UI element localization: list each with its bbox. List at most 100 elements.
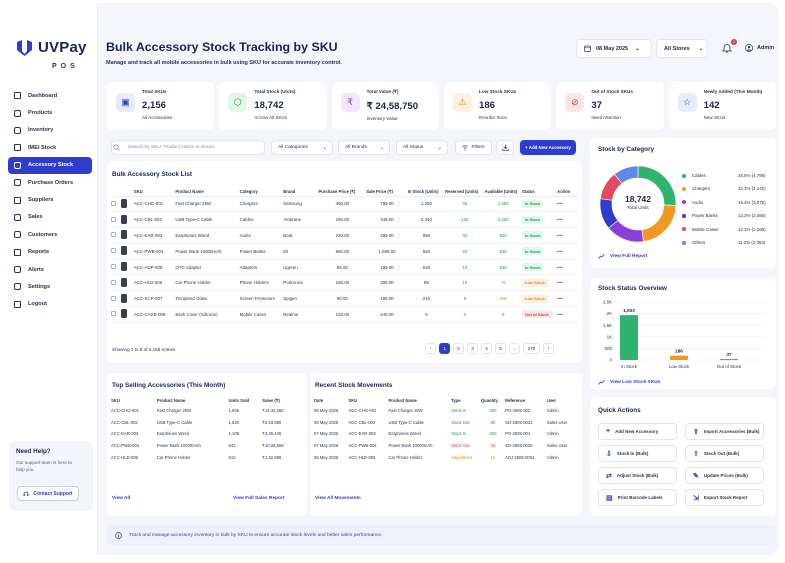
quick-action-adjust-stock-bulk[interactable]: ⇄ Adjust Stock (Bulk) [598, 467, 677, 484]
bell-icon[interactable] [722, 43, 732, 53]
bar-low-stock[interactable] [670, 355, 688, 360]
sidebar-item-label: Inventory [28, 127, 54, 134]
column-header[interactable]: Brand [283, 187, 319, 197]
column-header[interactable]: Action [557, 187, 578, 197]
table-cell: Spigen [283, 290, 319, 308]
table-row[interactable]: ACC-EAR-003 Earphones Wired Audio Boat 220.0… [111, 227, 578, 244]
category-filter[interactable]: All Categories ⌄ [271, 140, 333, 155]
column-header[interactable]: Category [239, 187, 284, 197]
status-filter[interactable]: All Status ⌄ [396, 140, 448, 155]
sidebar-item-customers[interactable]: Customers [8, 226, 92, 243]
row-checkbox[interactable] [111, 264, 116, 270]
column-header[interactable]: Sale Price (₹) [366, 187, 408, 197]
table-row[interactable]: ACC-CASE-008 Back Cover (Silicone) Mobile … [111, 306, 578, 323]
sidebar-item-imei-stock[interactable]: IMEI Stock [8, 139, 92, 156]
quick-action-stock-out-bulk[interactable]: ⇧ Stock Out (Bulk) [685, 445, 764, 462]
sidebar-item-suppliers[interactable]: Suppliers [8, 191, 92, 208]
contact-support-button[interactable]: Contact Support [17, 486, 79, 501]
more-actions-icon[interactable]: ••• [557, 264, 564, 270]
column-header[interactable]: Available (Units) [484, 187, 522, 197]
page-button[interactable]: 1 [439, 343, 450, 354]
donut-slice-others[interactable] [614, 165, 639, 185]
more-actions-icon[interactable]: ••• [557, 280, 564, 286]
row-checkbox[interactable] [111, 279, 116, 285]
search-input[interactable]: Search by SKU, Product Name or Brand [111, 140, 265, 155]
page-button[interactable]: 2 [453, 343, 464, 354]
table-row[interactable]: ACC-SCP-007 Tempered Glass Screen Protecto… [111, 290, 578, 308]
table-row[interactable]: 08 May 2025 ACC-CHG-001 Fast Charger 25W St… [314, 405, 576, 417]
page-button[interactable]: › [543, 343, 554, 354]
sidebar-item-accessory-stock[interactable]: Accessory Stock [8, 156, 92, 174]
sidebar-item-purchase-orders[interactable]: Purchase Orders [8, 174, 92, 191]
sidebar-item-sales[interactable]: Sales [8, 209, 92, 226]
filters-button[interactable]: Filters [455, 140, 492, 155]
view-all-link[interactable]: View All [112, 496, 131, 501]
quick-action-export-stock-report[interactable]: ⇲ Export Stock Report [685, 489, 764, 506]
table-row[interactable]: 07 May 2025 ACC-PWB-004 Power Bank 10000mA… [314, 440, 576, 452]
table-row[interactable]: ACC-ADP-005 OTG Adapter Adapters Ugreen 85.0… [111, 259, 578, 276]
column-header[interactable]: Reserved (Units) [445, 187, 485, 197]
more-actions-icon[interactable]: ••• [557, 311, 564, 317]
bar-in-stock[interactable] [620, 315, 638, 360]
table-row[interactable]: 06 May 2025 ACC-HLD-006 Car Phone Holder Ad… [314, 451, 576, 463]
table-row[interactable]: ACC-CHG-001 Fast Charger 25W Chargers Samsu… [111, 196, 578, 213]
table-row[interactable]: ACC-CHG-001 Fast Charger 25W 1,845 ₹14,35,2… [111, 405, 297, 417]
store-select[interactable]: All Stores ⌄ [656, 39, 708, 58]
column-header[interactable]: In Stock (Units) [407, 187, 446, 197]
donut-slice-chargers[interactable] [641, 204, 677, 242]
row-checkbox[interactable] [111, 311, 116, 317]
table-row[interactable]: ACC-HLD-006 Car Phone Holder Phone Holders… [111, 274, 578, 292]
quick-action-add-new-accessory[interactable]: + Add New Accessory [598, 423, 677, 440]
column-header[interactable]: Product Name [175, 187, 240, 197]
view-low-stock-link[interactable]: View Low Stock SKUs [598, 379, 660, 385]
table-row[interactable]: ACC-CBL-002 USB Type-C Cable Cables Ambrane… [111, 211, 578, 229]
more-actions-icon[interactable]: ••• [557, 232, 564, 238]
quick-action-update-prices-bulk[interactable]: ✎ Update Prices (Bulk) [685, 467, 764, 484]
page-button[interactable]: ... [509, 343, 520, 354]
row-checkbox[interactable] [111, 200, 116, 206]
table-row[interactable]: 07 May 2025 ACC-EAR-003 Earphones Wired Sto… [314, 428, 576, 440]
download-button[interactable] [496, 140, 514, 155]
quick-action-import-accessories-bulk[interactable]: ⇪ Import Accessories (Bulk) [685, 423, 764, 440]
page-button[interactable]: 5 [495, 343, 506, 354]
column-header[interactable]: SKU [133, 187, 176, 197]
row-checkbox[interactable] [111, 248, 116, 254]
sidebar-item-alerts[interactable]: Alerts [8, 261, 92, 278]
brand-filter[interactable]: All Brands ⌄ [338, 140, 390, 155]
column-header[interactable]: Status [521, 187, 558, 197]
sidebar-item-reports[interactable]: Reports [8, 244, 92, 261]
table-row[interactable]: ACC-CBL-002 USB Type-C Cable 1,620 ₹5,53,98… [111, 417, 297, 429]
sidebar-item-products[interactable]: Products [8, 104, 92, 121]
column-header[interactable]: Purchase Price (₹) [318, 187, 367, 197]
more-actions-icon[interactable]: ••• [557, 201, 564, 207]
row-checkbox[interactable] [111, 216, 116, 222]
more-actions-icon[interactable]: ••• [557, 217, 564, 223]
table-row[interactable]: ACC-EAR-003 Earphones Wired 1,105 ₹4,36,445 [111, 428, 297, 440]
table-row[interactable]: ACC-PWB-004 Power Bank 10000mAh Power Bank… [111, 243, 578, 260]
sidebar-item-logout[interactable]: Logout [8, 296, 92, 313]
add-accessory-button[interactable]: + Add New Accessory [520, 140, 576, 155]
page-button[interactable]: 3 [467, 343, 478, 354]
more-actions-icon[interactable]: ••• [557, 296, 564, 302]
page-button[interactable]: 270 [523, 343, 540, 354]
quick-action-stock-in-bulk[interactable]: ⇩ Stock In (Bulk) [598, 445, 677, 462]
bar-out-of-stock[interactable] [720, 359, 738, 361]
row-checkbox[interactable] [111, 295, 116, 301]
sidebar-item-dashboard[interactable]: Dashboard [8, 87, 92, 104]
sidebar-item-inventory[interactable]: Inventory [8, 122, 92, 139]
more-actions-icon[interactable]: ••• [557, 248, 564, 254]
user-menu[interactable]: Admin ⌄ [745, 44, 779, 52]
table-row[interactable]: ACC-HLD-006 Car Phone Holder 510 ₹1,52,888 [111, 451, 297, 463]
table-row[interactable]: 08 May 2025 ACC-CBL-002 USB Type-C Cable St… [314, 417, 576, 429]
row-checkbox[interactable] [111, 232, 116, 238]
date-picker[interactable]: 08 May 2025 ⌄ [576, 39, 652, 58]
page-button[interactable]: ‹ [425, 343, 436, 354]
view-full-report-link[interactable]: View Full Report [598, 253, 648, 259]
view-all-movements-link[interactable]: View All Movements [315, 496, 361, 501]
sidebar-item-settings[interactable]: Settings [8, 278, 92, 295]
table-row[interactable]: ACC-PWB-004 Power Bank 10000mAh 642 ₹10,26,… [111, 440, 297, 452]
view-full-sales-report-link[interactable]: View Full Sales Report [233, 496, 285, 501]
page-button[interactable]: 4 [481, 343, 492, 354]
cell-value: Ugreen [283, 264, 298, 270]
quick-action-print-barcode-labels[interactable]: ▤ Print Barcode Labels [598, 489, 677, 506]
